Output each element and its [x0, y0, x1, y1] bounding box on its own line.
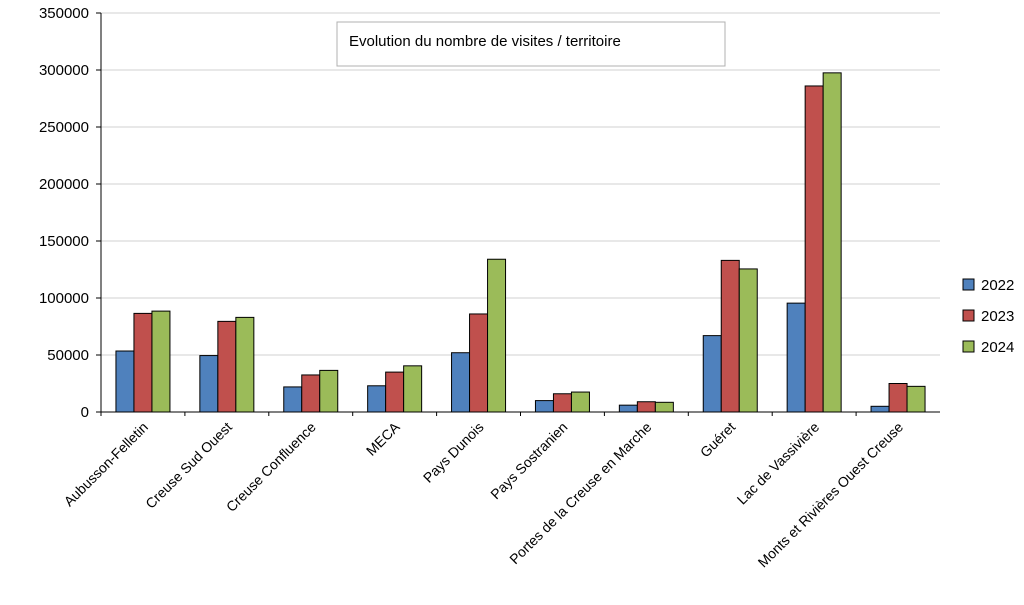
bar-2022: [367, 385, 387, 413]
bar-2024: [487, 258, 507, 413]
y-tick-label: 150000: [39, 233, 89, 250]
bar-2023: [636, 401, 656, 413]
bar-2024: [151, 310, 171, 413]
x-tick-label: Pays Dunois: [420, 419, 487, 486]
legend-label: 2023: [981, 308, 1014, 325]
bar-2024: [403, 365, 423, 413]
x-tick-label: Monts et Rivières Ouest Creuse: [755, 419, 907, 571]
x-tick-label: Creuse Sud Ouest: [142, 419, 235, 512]
y-tick-label: 300000: [39, 62, 89, 79]
x-tick-label: Creuse Confluence: [223, 419, 319, 515]
bar-2024: [738, 268, 758, 413]
bar-2022: [451, 352, 471, 413]
bar-series: [115, 72, 926, 413]
bar-2023: [133, 312, 153, 413]
y-tick-label: 250000: [39, 119, 89, 136]
legend-swatch: [962, 278, 975, 291]
bar-2023: [888, 383, 908, 413]
bar-2024: [822, 72, 842, 413]
y-tick-label: 50000: [47, 347, 89, 364]
bar-2023: [301, 374, 321, 413]
x-tick-label: Guéret: [697, 419, 739, 461]
bar-2023: [720, 259, 740, 413]
legend-label: 2022: [981, 277, 1014, 294]
x-tick-label: MECA: [363, 418, 403, 458]
bar-2022: [283, 386, 303, 413]
bar-2023: [804, 85, 824, 413]
legend-label: 2024: [981, 339, 1014, 356]
bar-2024: [319, 369, 339, 413]
bar-2022: [199, 355, 219, 413]
legend-swatch: [962, 309, 975, 322]
chart-title-box: Evolution du nombre de visites / territo…: [336, 21, 726, 67]
legend: 2022 2023 2024: [962, 277, 1014, 356]
bar-2024: [570, 391, 590, 413]
x-tick-label: Portes de la Creuse en Marche: [506, 419, 654, 567]
bar-2023: [552, 393, 572, 413]
x-tick-label: Pays Sostranien: [487, 419, 570, 502]
y-tick-label: 200000: [39, 176, 89, 193]
bar-2022: [115, 350, 135, 413]
bar-2022: [702, 335, 722, 413]
bar-2024: [235, 316, 255, 413]
bar-2024: [654, 401, 674, 413]
x-tick-label: Lac de Vassivière: [734, 419, 823, 508]
bar-2022: [786, 302, 806, 413]
bar-2023: [385, 371, 405, 413]
chart-title: Evolution du nombre de visites / territo…: [349, 33, 621, 50]
y-tick-labels: 0 50000 100000 150000 200000 250000 300000 3500…: [39, 5, 89, 421]
bar-2022: [534, 400, 554, 413]
bar-2024: [906, 385, 926, 413]
x-tick-label: Aubusson-Felletin: [61, 419, 152, 510]
legend-swatch: [962, 340, 975, 353]
bar-2023: [217, 320, 237, 413]
y-tick-label: 0: [81, 404, 89, 421]
bar-2022: [870, 405, 890, 413]
y-tick-label: 350000: [39, 5, 89, 22]
bar-2023: [469, 313, 489, 413]
y-tick-label: 100000: [39, 290, 89, 307]
bar-2022: [618, 404, 638, 413]
